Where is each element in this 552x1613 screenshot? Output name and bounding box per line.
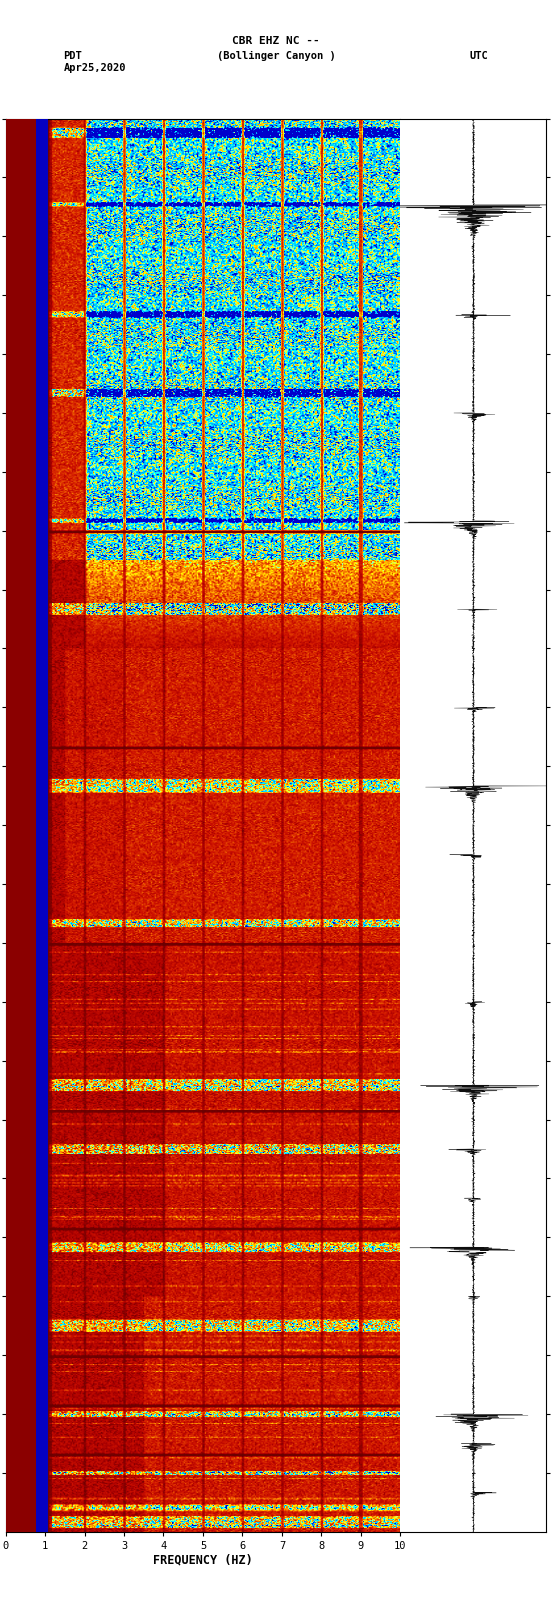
Bar <box>6 118 36 1532</box>
Text: ~: ~ <box>11 26 22 39</box>
Text: Apr25,2020: Apr25,2020 <box>63 63 126 73</box>
Text: USGS: USGS <box>18 27 50 37</box>
Bar <box>36 118 48 1532</box>
Text: CBR EHZ NC --: CBR EHZ NC -- <box>232 35 320 45</box>
X-axis label: FREQUENCY (HZ): FREQUENCY (HZ) <box>153 1553 253 1566</box>
Text: UTC: UTC <box>470 52 489 61</box>
Text: (Bollinger Canyon ): (Bollinger Canyon ) <box>216 52 336 61</box>
Text: PDT: PDT <box>63 52 82 61</box>
